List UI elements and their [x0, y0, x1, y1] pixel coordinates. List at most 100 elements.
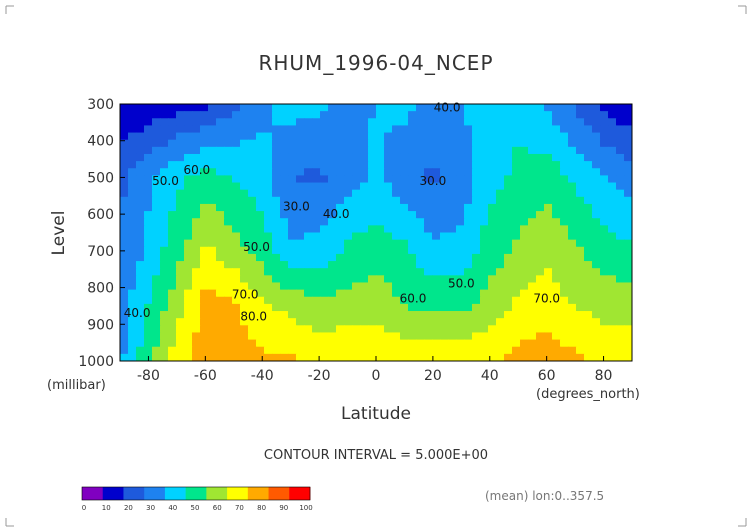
field-cell — [464, 146, 473, 155]
field-cell — [208, 104, 217, 112]
field-cell — [392, 353, 401, 361]
field-cell — [160, 189, 169, 198]
field-cell — [240, 232, 249, 241]
field-cell — [408, 353, 417, 361]
field-cell — [296, 211, 305, 219]
field-cell — [480, 153, 489, 162]
field-cell — [136, 318, 145, 326]
field-cell — [560, 268, 569, 276]
field-cell — [616, 232, 625, 241]
field-cell — [280, 118, 289, 127]
field-cell — [168, 239, 177, 248]
field-cell — [464, 253, 473, 262]
field-cell — [328, 261, 337, 269]
field-cell — [424, 111, 433, 119]
field-cell — [216, 132, 225, 141]
field-cell — [160, 153, 169, 162]
field-cell — [184, 168, 193, 176]
field-cell — [560, 275, 569, 284]
field-cell — [200, 239, 209, 248]
field-cell — [456, 111, 465, 119]
field-cell — [608, 296, 617, 305]
field-cell — [584, 118, 593, 127]
field-cell — [624, 225, 632, 234]
field-cell — [368, 282, 377, 291]
field-cell — [200, 211, 209, 219]
field-cell — [520, 339, 529, 348]
field-cell — [384, 275, 393, 284]
field-cell — [240, 218, 249, 226]
field-cell — [488, 325, 497, 334]
field-cell — [320, 311, 329, 319]
field-cell — [520, 104, 529, 112]
field-cell — [160, 203, 169, 212]
field-cell — [200, 139, 209, 148]
field-cell — [440, 311, 449, 319]
field-cell — [192, 289, 201, 298]
field-cell — [600, 303, 609, 312]
field-cell — [264, 332, 273, 341]
field-cell — [216, 225, 225, 234]
field-cell — [376, 296, 385, 305]
field-cell — [480, 146, 489, 155]
field-cell — [288, 303, 297, 312]
field-cell — [560, 253, 569, 262]
field-cell — [192, 346, 201, 355]
field-cell — [584, 268, 593, 276]
field-cell — [248, 211, 257, 219]
field-cell — [360, 289, 369, 298]
field-cell — [616, 139, 625, 148]
field-cell — [568, 196, 577, 205]
field-cell — [280, 161, 289, 169]
field-cell — [184, 161, 193, 169]
field-cell — [336, 289, 345, 298]
field-cell — [152, 346, 161, 355]
field-cell — [184, 218, 193, 226]
field-cell — [520, 289, 529, 298]
field-cell — [208, 139, 217, 148]
field-cell — [616, 196, 625, 205]
field-cell — [144, 111, 153, 119]
field-cell — [624, 161, 632, 169]
field-cell — [320, 196, 329, 205]
field-cell — [400, 296, 409, 305]
field-cell — [208, 318, 217, 326]
field-cell — [280, 232, 289, 241]
field-cell — [608, 189, 617, 198]
field-cell — [136, 118, 145, 127]
field-cell — [432, 325, 441, 334]
field-cell — [216, 182, 225, 191]
field-cell — [376, 325, 385, 334]
field-cell — [320, 146, 329, 155]
field-cell — [264, 125, 273, 134]
field-cell — [448, 275, 457, 284]
field-cell — [328, 239, 337, 248]
field-cell — [384, 303, 393, 312]
field-cell — [592, 318, 601, 326]
field-cell — [464, 268, 473, 276]
colorbar-swatch — [82, 487, 104, 500]
field-cell — [288, 232, 297, 241]
field-cell — [600, 239, 609, 248]
field-cell — [616, 225, 625, 234]
field-cell — [136, 218, 145, 226]
field-cell — [536, 289, 545, 298]
field-cell — [520, 275, 529, 284]
field-cell — [360, 203, 369, 212]
field-cell — [136, 175, 145, 184]
field-cell — [496, 139, 505, 148]
field-cell — [320, 246, 329, 255]
field-cell — [280, 332, 289, 341]
field-cell — [216, 339, 225, 348]
field-cell — [384, 104, 393, 112]
field-cell — [208, 303, 217, 312]
field-cell — [424, 282, 433, 291]
field-cell — [280, 189, 289, 198]
field-cell — [584, 111, 593, 119]
field-cell — [152, 153, 161, 162]
field-cell — [600, 175, 609, 184]
field-cell — [296, 161, 305, 169]
field-cell — [488, 246, 497, 255]
field-cell — [336, 161, 345, 169]
field-cell — [144, 182, 153, 191]
